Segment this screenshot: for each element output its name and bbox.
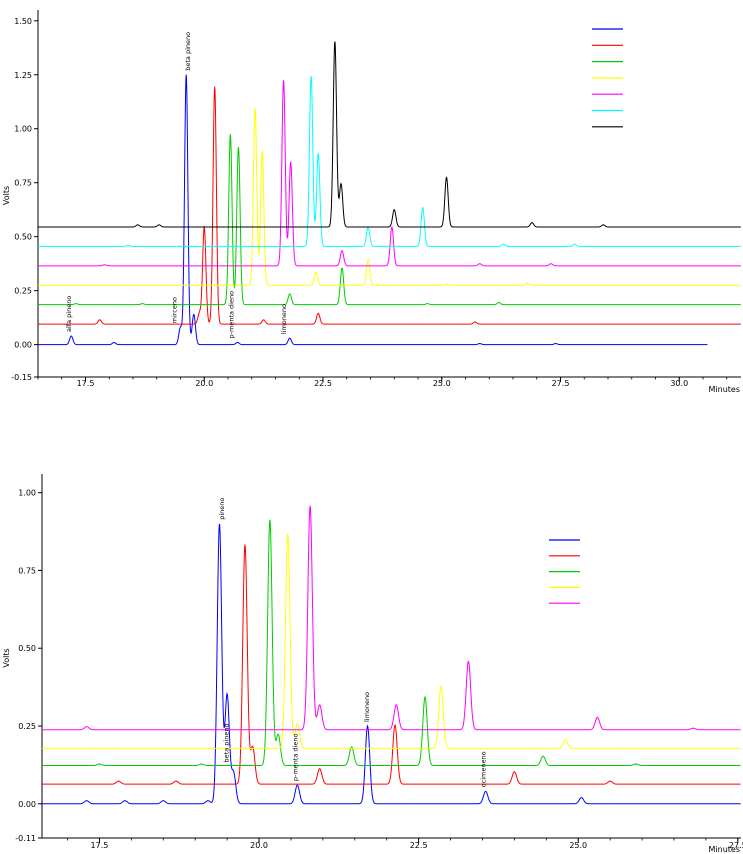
peak-annotation: mirceno [171, 297, 179, 323]
y-tick-label: 1.00 [18, 489, 36, 498]
x-tick-label: 20.0 [250, 841, 268, 850]
y-tick-label: 0.50 [14, 233, 32, 242]
chromatogram-top: 1.50 1.25 1.00 0.75 0.50 0.25 0.00 -0.15 17.5 20.… [2, 10, 741, 394]
series-trace [38, 74, 708, 346]
peak-annotation: beta pineno [222, 724, 230, 763]
x-tick-label: 22.5 [410, 841, 428, 850]
series-trace [38, 41, 741, 228]
peak-annotation: ocimeneno [480, 751, 488, 787]
y-tick-label: 0.25 [14, 287, 32, 296]
peak-annotation: p-menta dieno [291, 734, 299, 782]
series-trace [38, 108, 741, 286]
peak-annotation: p-menta dieno [228, 291, 236, 339]
y-tick-label: 0.75 [18, 566, 36, 575]
peak-annotation: limoneno [363, 692, 371, 722]
series-trace [38, 80, 741, 267]
series-trace [38, 75, 741, 247]
y-tick-label: 1.25 [14, 71, 32, 80]
chromatogram-bottom: 1.00 0.75 0.50 0.25 0.00 -0.11 17.5 20.0 22.5 25.… [2, 474, 743, 854]
y-tick-label: 1.50 [14, 17, 32, 26]
x-axis-title: Minutes [709, 385, 741, 394]
y-tick-label: -0.11 [15, 834, 36, 843]
series-trace [38, 134, 741, 306]
x-tick-label: 27.5 [729, 841, 743, 850]
series-trace [42, 544, 741, 785]
x-tick-label: 30.0 [670, 379, 688, 388]
x-tick-label: 25.0 [569, 841, 587, 850]
series-trace [38, 86, 741, 325]
y-axis-title: Volts [2, 186, 11, 205]
y-axis-title: Volts [2, 648, 11, 667]
peak-annotation: alfa pineno [65, 296, 73, 332]
y-tick-label: 0.00 [18, 800, 36, 809]
y-tick-label: 0.75 [14, 179, 32, 188]
series-trace [42, 519, 741, 767]
series-trace [42, 505, 741, 731]
peak-annotation: beta pineno [184, 32, 192, 71]
series-trace [42, 533, 741, 749]
peak-annotation: pineno [218, 498, 226, 520]
x-tick-label: 17.5 [91, 841, 109, 850]
x-tick-label: 20.0 [195, 379, 213, 388]
series-trace [42, 523, 741, 805]
x-axis-title: Minutes [709, 845, 741, 854]
x-tick-label: 27.5 [552, 379, 570, 388]
y-tick-label: 0.00 [14, 341, 32, 350]
x-tick-label: 22.5 [314, 379, 332, 388]
y-tick-label: -0.15 [11, 373, 32, 382]
y-tick-label: 0.25 [18, 722, 36, 731]
y-tick-label: 0.50 [18, 644, 36, 653]
x-tick-label: 17.5 [77, 379, 95, 388]
x-tick-label: 25.0 [433, 379, 451, 388]
y-tick-label: 1.00 [14, 125, 32, 134]
peak-annotation: limoneno [280, 304, 288, 334]
